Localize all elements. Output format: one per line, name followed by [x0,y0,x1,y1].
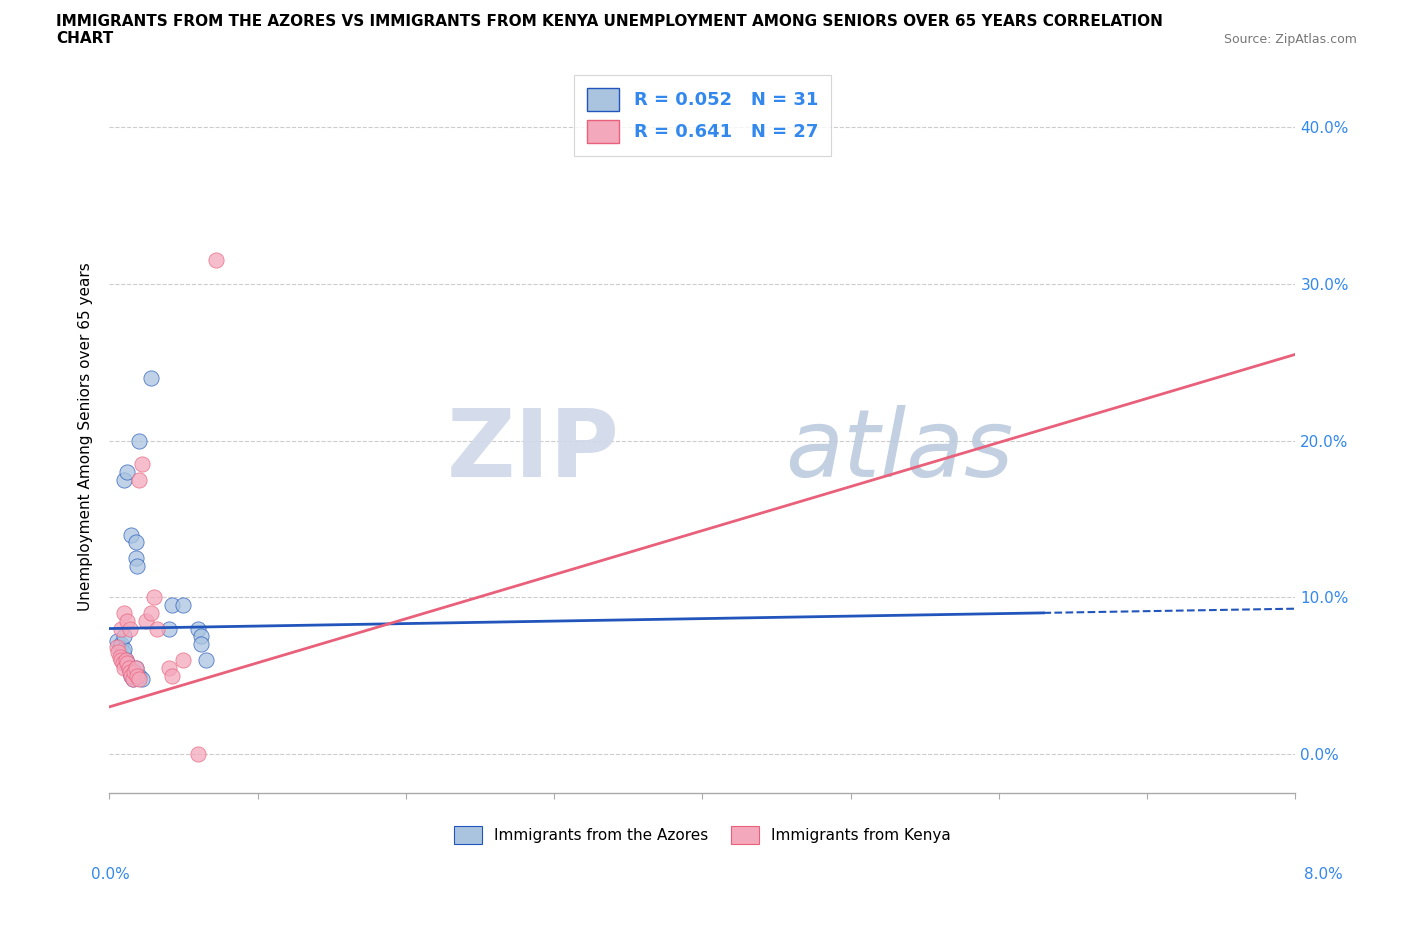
Point [125,551,148,565]
Point [187,621,209,636]
Point [108,649,131,664]
Y-axis label: Unemployment Among Seniors over 65 years: Unemployment Among Seniors over 65 years [79,262,93,611]
Point [128,671,150,686]
Point [157,621,180,636]
Point [111,656,134,671]
Point [160,598,183,613]
Point [135,613,157,628]
Text: 8.0%: 8.0% [1303,867,1343,882]
Point [121,668,143,683]
Legend: Immigrants from the Azores, Immigrants from Kenya: Immigrants from the Azores, Immigrants f… [449,819,956,850]
Point [128,433,150,448]
Point [111,644,134,659]
Point [124,665,146,680]
Point [125,660,148,675]
Text: 0.0%: 0.0% [91,867,131,882]
Point [172,653,194,668]
Point [172,598,194,613]
Point [112,605,135,620]
Text: ZIP: ZIP [447,405,619,497]
Point [105,633,128,648]
Point [112,642,135,657]
Point [157,660,180,675]
Point [190,629,212,644]
Point [122,671,145,686]
Point [115,656,138,671]
Point [115,656,138,671]
Point [205,253,228,268]
Point [160,668,183,683]
Point [122,671,145,686]
Point [118,665,141,680]
Point [142,590,165,604]
Point [124,665,146,680]
Point [110,653,132,668]
Point [127,668,149,683]
Point [127,558,149,573]
Point [139,605,162,620]
Point [114,653,136,668]
Point [118,665,141,680]
Point [108,640,131,655]
Point [145,621,167,636]
Point [121,668,143,683]
Point [115,464,138,479]
Point [190,637,212,652]
Text: Source: ZipAtlas.com: Source: ZipAtlas.com [1223,33,1357,46]
Point [128,472,150,487]
Point [128,668,150,683]
Point [194,653,217,668]
Point [112,472,135,487]
Point [112,660,135,675]
Point [107,644,129,659]
Point [125,660,148,675]
Point [105,640,128,655]
Point [139,370,162,385]
Point [114,653,136,668]
Point [131,671,153,686]
Point [112,629,135,644]
Point [110,621,132,636]
Point [117,660,139,675]
Point [118,621,141,636]
Point [121,527,143,542]
Point [117,660,139,675]
Text: atlas: atlas [786,405,1014,497]
Point [110,637,132,652]
Text: IMMIGRANTS FROM THE AZORES VS IMMIGRANTS FROM KENYA UNEMPLOYMENT AMONG SENIORS O: IMMIGRANTS FROM THE AZORES VS IMMIGRANTS… [56,14,1163,46]
Point [125,535,148,550]
Point [131,457,153,472]
Point [187,747,209,762]
Point [115,613,138,628]
